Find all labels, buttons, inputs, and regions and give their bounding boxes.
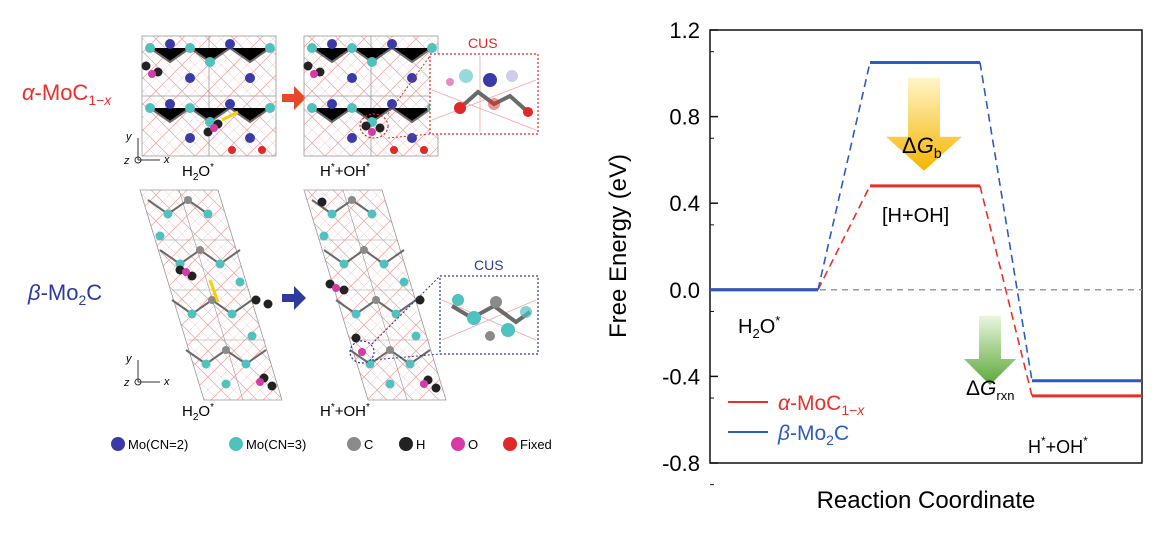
plot-frame [709,29,1143,464]
y-tick-label-0: 1.2 [669,18,700,43]
legend-label-3: H [416,437,425,452]
beta-structure-initial [139,189,283,401]
x-axis-label: Reaction Coordinate [817,487,1036,514]
legend-swatch-2 [347,437,361,451]
cus-zoom-beta [439,275,539,355]
alpha-structure-initial [141,35,277,157]
y-tick-label-1: 0.8 [669,105,700,130]
state-h-oh-label: H*+OH* [1028,434,1088,457]
y-tick-label-3: 0.0 [669,278,700,303]
state-h2o-label: H2O* [738,313,780,341]
axis-y-label: y [125,131,133,143]
atom-legend: Mo(CN=2) Mo(CN=3) C H O Fixed [111,437,552,452]
connector-0-1 [979,185,1033,397]
chart-legend: α-MoC1−x β-Mo2C [728,392,865,448]
legend-label-2: C [364,437,373,452]
axis-x-label: x [163,154,170,166]
delta-grxn-arrow-icon [964,315,1016,386]
legend-swatch-0 [111,437,125,451]
alpha-state-final-label: H*+OH* [320,162,370,180]
connector-1-0 [817,62,871,290]
legend-swatch-3 [399,437,413,451]
legend-label-1: Mo(CN=3) [246,437,306,452]
axis-x-label-beta: x [163,376,170,388]
legend-label-5: Fixed [520,437,552,452]
beta-state-initial-label: H2O* [182,402,214,423]
energy-chart-panel: 1.2 0.8 0.4 0.0 -0.4 -0.8 H2O* [H+OH] H*+OH* … [590,0,1158,532]
cus-label-beta: CUS [474,257,504,273]
legend-swatch-5 [503,437,517,451]
axis-z-label: z [123,155,130,167]
connector-1-1 [979,62,1033,381]
beta-label: β-Mo2C [27,280,102,308]
axis-y-label-beta: y [125,353,133,365]
legend-label-4: O [468,437,478,452]
series-layer [710,60,1142,398]
beta-structure-final [303,189,447,401]
y-tick-label-4: -0.4 [662,364,700,389]
legend-swatch-1 [229,437,243,451]
y-axis-ticks: 1.2 0.8 0.4 0.0 -0.4 -0.8 [662,18,718,486]
beta-arrow-icon [282,286,306,310]
axes-icon-beta [134,360,160,386]
energy-chart: 1.20.80.40.0-0.4-0.8 H2O* [H+OH] H*+OH* … [605,18,1143,514]
structures-panel: α-MoC1−x y x z H2O* [22,35,552,452]
y-axis-label: Free Energy (eV) [605,154,632,338]
legend-label-alpha: α-MoC1−x [778,392,865,418]
axis-z-label-beta: z [123,377,130,389]
delta-gb-label: ΔGb [902,133,942,161]
y-tick-label-2: 0.4 [669,191,700,216]
cus-zoom-alpha [429,53,539,135]
legend-swatch-4 [451,437,465,451]
alpha-state-initial-label: H2O* [182,162,214,183]
delta-gb-arrow-icon [886,77,962,171]
structures-svg: α-MoC1−x y x z H2O* [22,35,552,452]
axes-icon-alpha [134,138,160,164]
y-tick-label-5: -0.8 [662,451,700,476]
connector-0-0 [817,185,871,291]
alpha-arrow-icon [282,86,306,110]
legend-label-0: Mo(CN=2) [128,437,188,452]
alpha-label: α-MoC1−x [22,80,112,108]
state-hoh-label: [H+OH] [882,205,949,227]
delta-grxn-label: ΔGrxn [966,377,1014,403]
alpha-structure-final [303,35,439,157]
cus-label-alpha: CUS [468,35,498,51]
legend-label-beta: β-Mo2C [777,422,849,448]
beta-state-final-label: H*+OH* [320,402,370,420]
